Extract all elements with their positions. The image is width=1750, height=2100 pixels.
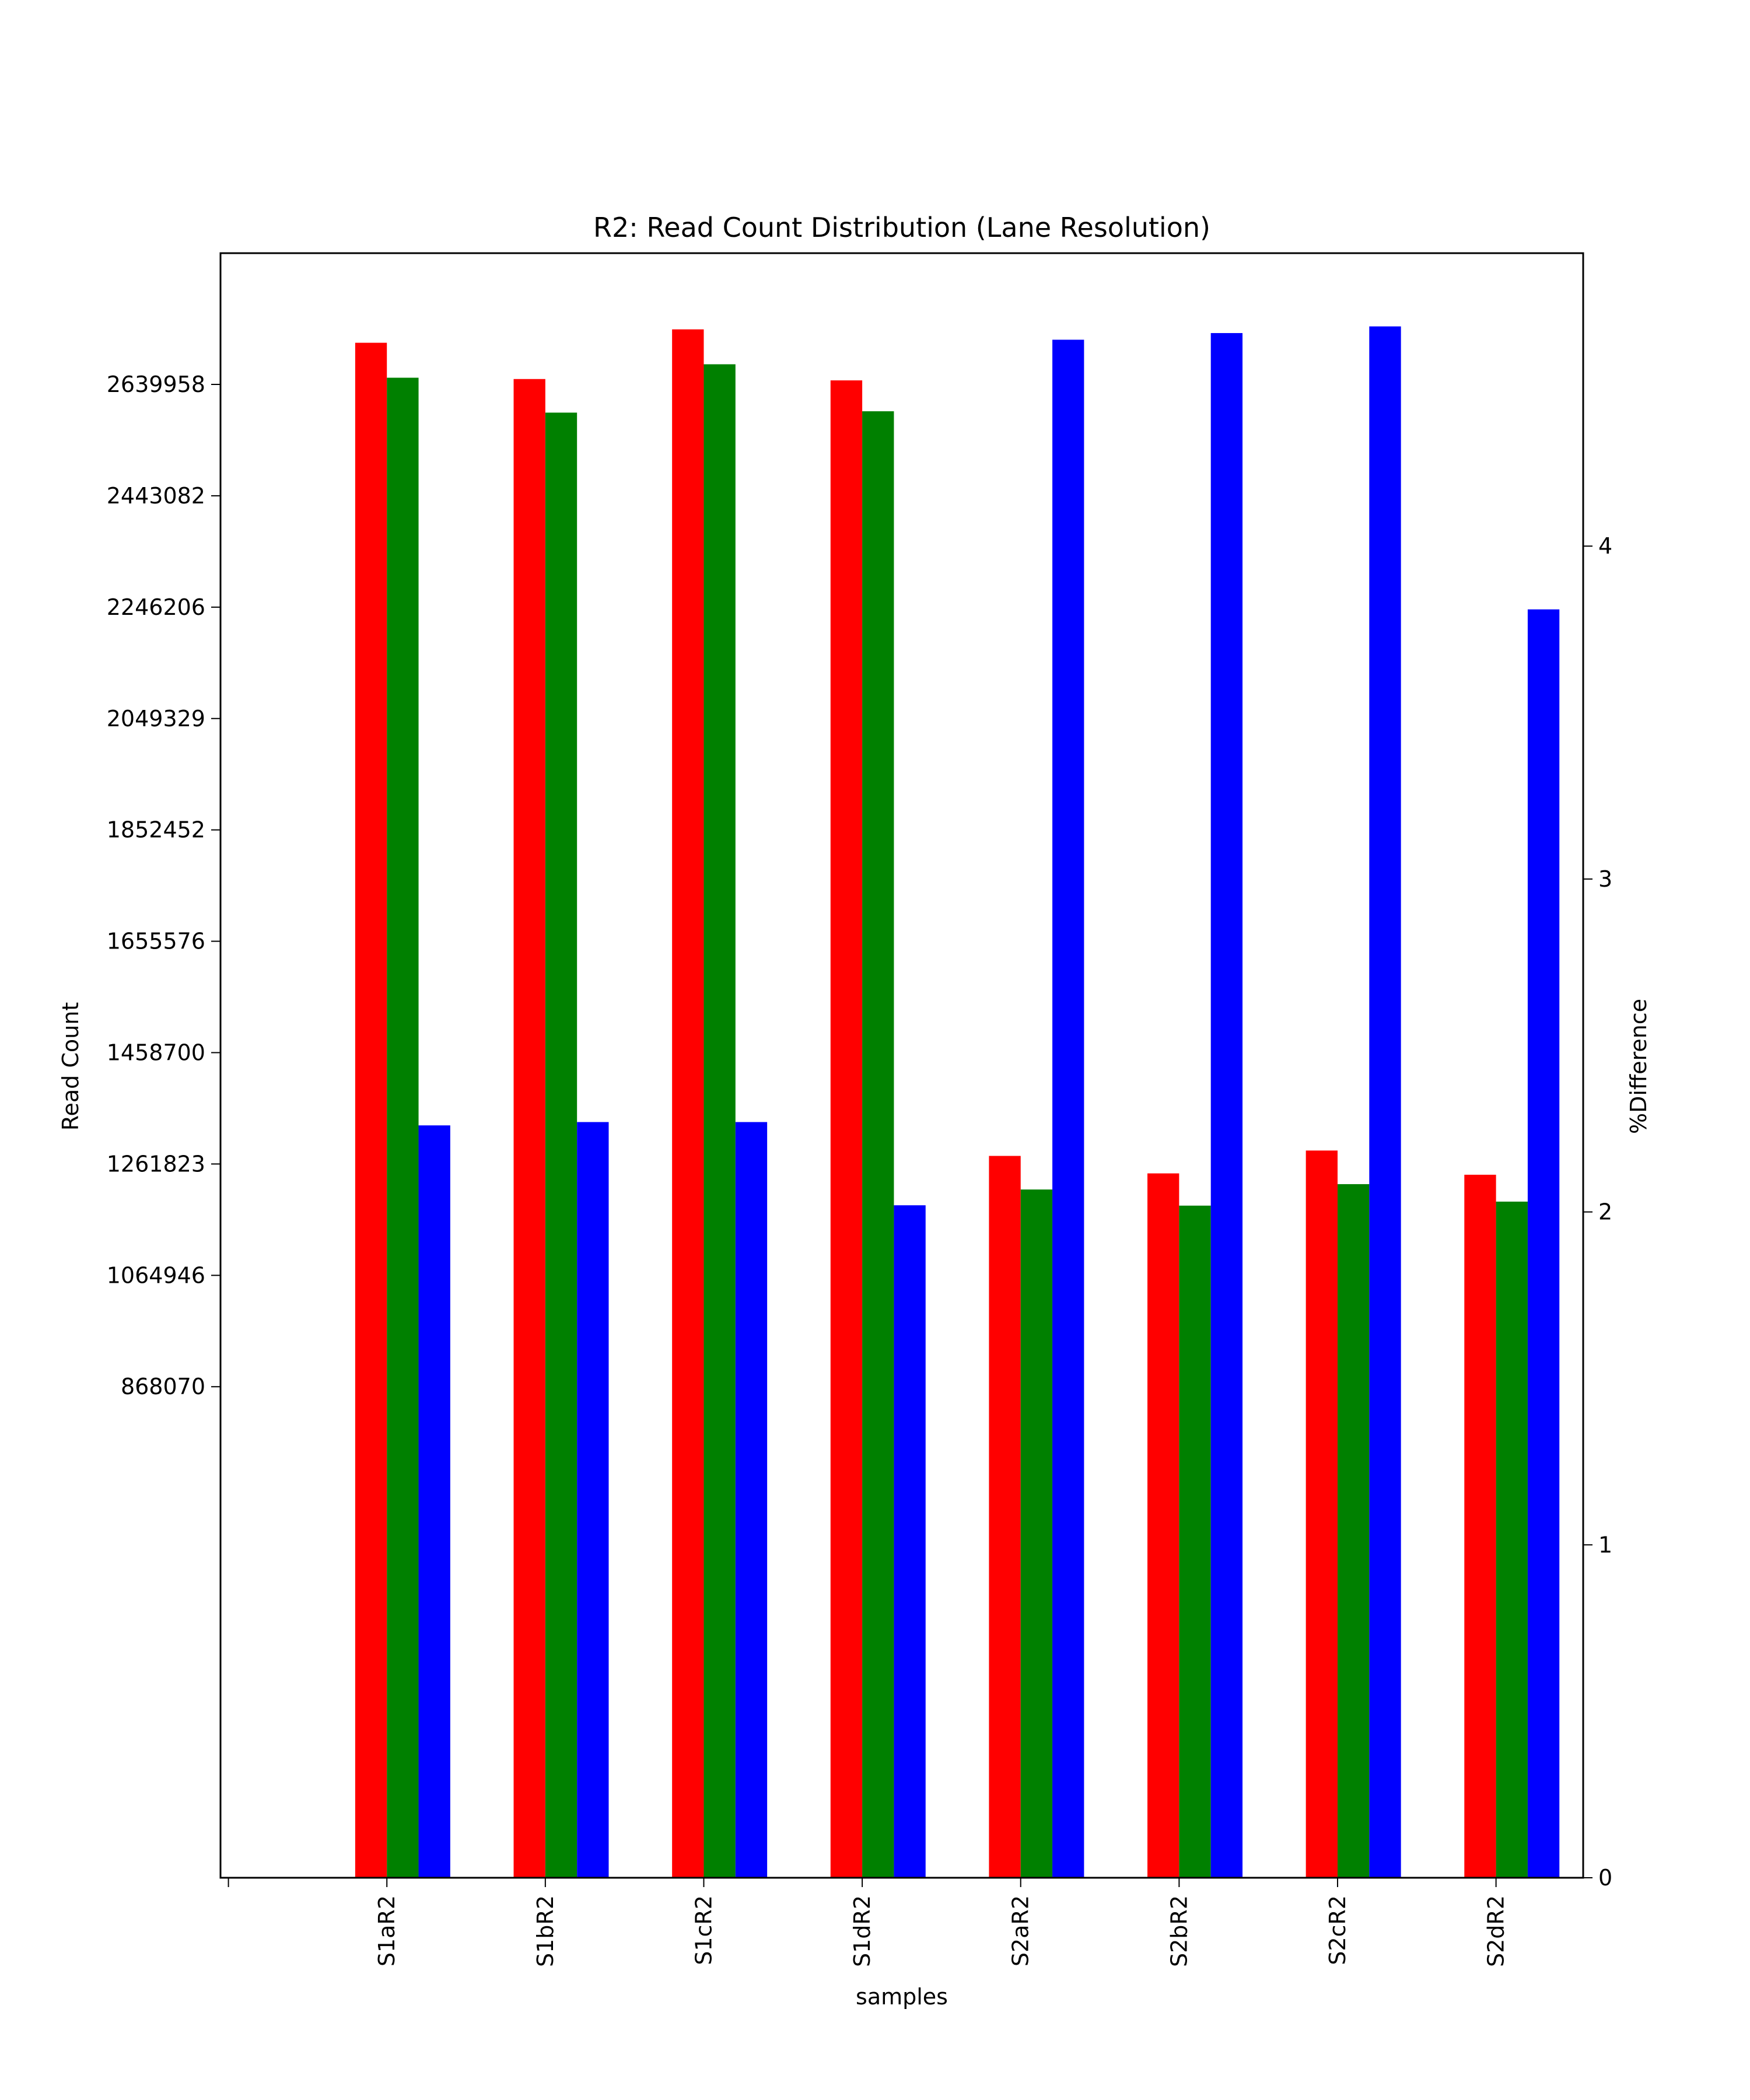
bars-layer: [355, 326, 1560, 1878]
bar-S2aR2-series-1: [1020, 1189, 1053, 1878]
bar-S1cR2-series-1: [704, 364, 736, 1878]
y-tick-label: 2639958: [107, 372, 205, 397]
bar-S2bR2-series-0: [1147, 1173, 1180, 1878]
bar-S2aR2-series-0: [989, 1156, 1021, 1878]
y-right-tick-label: 1: [1598, 1532, 1612, 1558]
bar-S1aR2-series-0: [355, 342, 387, 1878]
bar-S1cR2-series-2: [735, 1122, 768, 1878]
x-tick-label: S2bR2: [1166, 1895, 1192, 1967]
y-tick-label: 1458700: [107, 1040, 205, 1065]
y-right-tick-label: 3: [1598, 866, 1612, 892]
y-right-tick-label: 4: [1598, 533, 1612, 559]
bar-S1bR2-series-2: [577, 1122, 609, 1878]
bar-S2dR2-series-1: [1496, 1201, 1528, 1878]
bar-S1cR2-series-0: [672, 329, 704, 1878]
y-tick-label: 2049329: [107, 706, 205, 732]
bar-S1aR2-series-2: [418, 1125, 450, 1878]
x-axis-label: samples: [856, 1984, 948, 2010]
bar-S2cR2-series-0: [1306, 1150, 1338, 1878]
y-tick-label: 2246206: [107, 594, 205, 620]
y-tick-label: 868070: [121, 1374, 205, 1399]
x-tick-label: S2aR2: [1008, 1895, 1034, 1966]
y-axis-right-label: %Difference: [1626, 999, 1651, 1134]
y-right-tick-label: 0: [1598, 1865, 1612, 1891]
y-tick-label: 2443082: [107, 483, 205, 509]
x-tick-label: S2cR2: [1325, 1895, 1350, 1965]
bar-S1bR2-series-1: [545, 412, 578, 1878]
bar-S1dR2-series-2: [894, 1205, 926, 1878]
bar-S1dR2-series-0: [830, 380, 863, 1878]
x-tick-label: S1aR2: [374, 1895, 400, 1966]
y-tick-label: 1852452: [107, 817, 205, 843]
bar-S2dR2-series-0: [1464, 1174, 1496, 1878]
bar-S1bR2-series-0: [513, 379, 545, 1878]
bar-S1dR2-series-1: [862, 411, 894, 1878]
bar-S2aR2-series-2: [1052, 340, 1084, 1878]
x-tick-label: S1dR2: [849, 1895, 875, 1967]
bar-S2dR2-series-2: [1527, 609, 1560, 1878]
x-tick-label: S1bR2: [533, 1895, 558, 1967]
x-tick-label: S2dR2: [1483, 1895, 1509, 1967]
bar-S2cR2-series-2: [1369, 326, 1401, 1878]
x-tick-label: S1cR2: [691, 1895, 716, 1965]
y-tick-label: 1655576: [107, 929, 205, 954]
chart-title: R2: Read Count Distribution (Lane Resolu…: [593, 212, 1210, 243]
y-tick-label: 1261823: [107, 1151, 205, 1177]
bar-S2bR2-series-1: [1179, 1205, 1211, 1878]
bar-S1aR2-series-1: [387, 377, 419, 1878]
y-tick-label: 1064946: [107, 1262, 205, 1288]
bar-S2cR2-series-1: [1337, 1184, 1370, 1878]
y-right-tick-label: 2: [1598, 1199, 1612, 1225]
plot-frame: [219, 252, 1584, 1879]
y-axis-label: Read Count: [58, 1002, 83, 1130]
bar-S2bR2-series-2: [1210, 332, 1242, 1878]
axes-layer: S1aR2 S1bR2 S1cR2 S1dR2 S2aR2 S2bR2 S2cR2 S2dR2…: [107, 372, 1612, 1967]
